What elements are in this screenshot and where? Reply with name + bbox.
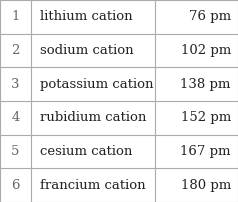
Text: 1: 1 — [11, 10, 20, 23]
Text: 6: 6 — [11, 179, 20, 192]
Text: 102 pm: 102 pm — [181, 44, 231, 57]
Text: potassium cation: potassium cation — [40, 78, 154, 91]
Text: 2: 2 — [11, 44, 20, 57]
Text: cesium cation: cesium cation — [40, 145, 133, 158]
Text: 3: 3 — [11, 78, 20, 91]
Text: 167 pm: 167 pm — [180, 145, 231, 158]
Text: 138 pm: 138 pm — [180, 78, 231, 91]
Text: 4: 4 — [11, 111, 20, 124]
Text: sodium cation: sodium cation — [40, 44, 134, 57]
Text: lithium cation: lithium cation — [40, 10, 133, 23]
Text: francium cation: francium cation — [40, 179, 146, 192]
Text: 76 pm: 76 pm — [189, 10, 231, 23]
Text: 152 pm: 152 pm — [181, 111, 231, 124]
Text: 180 pm: 180 pm — [181, 179, 231, 192]
Text: 5: 5 — [11, 145, 20, 158]
Text: rubidium cation: rubidium cation — [40, 111, 147, 124]
